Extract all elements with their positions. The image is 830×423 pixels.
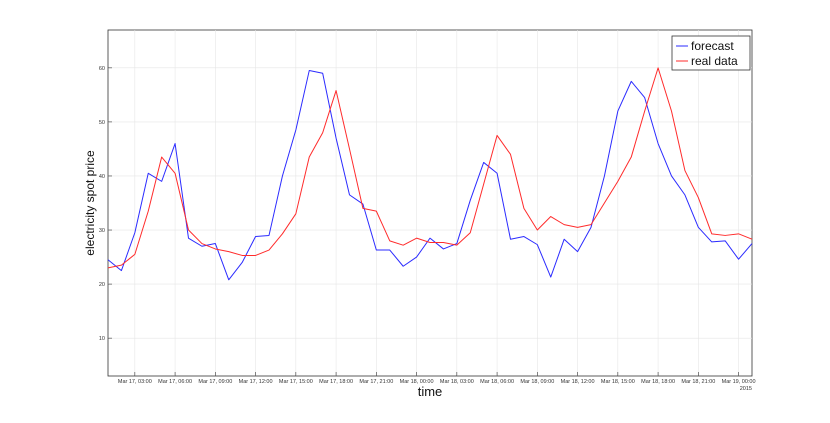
grid	[108, 30, 752, 376]
axis-ticks: 10 20 30 40 50 60 Mar 17, 03:00 Mar 17, 06:00 Ma…	[99, 66, 756, 385]
legend-label-forecast: forecast	[691, 39, 734, 53]
x-tick-label: Mar 19, 00:00	[722, 379, 756, 385]
x-axis-year-label: 2015	[740, 386, 752, 392]
x-tick-label: Mar 18, 15:00	[601, 379, 635, 385]
y-axis-title: electricity spot price	[83, 150, 97, 256]
legend-label-real-data: real data	[691, 54, 738, 68]
series-line-real-data	[107, 67, 753, 269]
plot-area	[107, 29, 753, 377]
x-tick-label: Mar 17, 03:00	[118, 379, 152, 385]
x-tick-label: Mar 17, 15:00	[279, 379, 313, 385]
x-tick-label: Mar 17, 21:00	[359, 379, 393, 385]
y-tick-label: 20	[99, 282, 105, 288]
y-tick-label: 50	[99, 120, 105, 126]
x-axis-title: time	[418, 384, 443, 399]
y-tick-label: 60	[99, 66, 105, 72]
x-tick-label: Mar 18, 12:00	[561, 379, 595, 385]
y-tick-label: 10	[99, 336, 105, 342]
legend: forecast real data	[671, 35, 751, 71]
y-tick-label: 30	[99, 228, 105, 234]
x-tick-label: Mar 18, 18:00	[641, 379, 675, 385]
x-tick-label: Mar 18, 06:00	[480, 379, 514, 385]
x-tick-label: Mar 17, 06:00	[158, 379, 192, 385]
x-tick-label: Mar 18, 03:00	[440, 379, 474, 385]
x-tick-label: Mar 17, 09:00	[198, 379, 232, 385]
x-tick-label: Mar 17, 12:00	[239, 379, 273, 385]
x-tick-label: Mar 18, 09:00	[520, 379, 554, 385]
legend-box	[671, 35, 751, 71]
x-tick-label: Mar 18, 21:00	[681, 379, 715, 385]
series-line-forecast	[107, 70, 753, 281]
y-tick-label: 40	[99, 174, 105, 180]
x-tick-label: Mar 18, 00:00	[400, 379, 434, 385]
x-tick-label: Mar 17, 18:00	[319, 379, 353, 385]
series-lines	[107, 67, 753, 281]
